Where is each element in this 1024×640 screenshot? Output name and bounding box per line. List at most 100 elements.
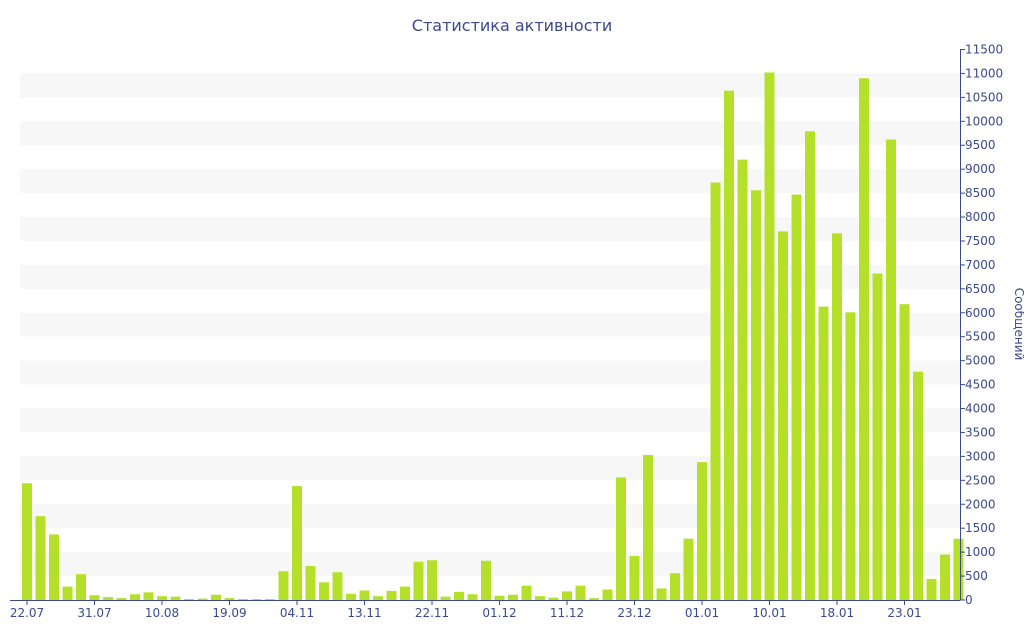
bar <box>89 595 100 600</box>
x-tick-label: 04.11 <box>280 606 314 620</box>
bar <box>346 593 356 600</box>
bar <box>332 572 343 600</box>
y-tick-label: 1500 <box>965 521 996 535</box>
bar <box>629 555 640 600</box>
grid-band <box>20 121 960 146</box>
y-tick-label: 4000 <box>965 402 996 416</box>
bar <box>791 194 802 600</box>
y-tick-label: 9000 <box>965 162 996 176</box>
bar <box>683 538 694 600</box>
bar <box>832 233 842 600</box>
bar <box>224 598 235 600</box>
y-tick-label: 3000 <box>965 449 996 463</box>
bar <box>535 596 545 600</box>
y-tick-label: 7500 <box>965 234 996 248</box>
bar <box>710 182 721 600</box>
grid-band <box>20 217 960 241</box>
bar <box>697 462 707 600</box>
bar <box>400 586 410 600</box>
bar <box>359 590 370 600</box>
bar <box>130 594 140 600</box>
bar <box>76 574 86 600</box>
y-tick-label: 6500 <box>965 282 996 296</box>
bar <box>467 594 478 600</box>
bar <box>116 598 127 600</box>
bar <box>764 72 775 600</box>
x-tick-label: 10.08 <box>145 606 179 620</box>
bar <box>170 596 181 600</box>
y-tick-label: 2000 <box>965 497 996 511</box>
bar <box>238 599 248 600</box>
x-tick-label: 19.09 <box>212 606 246 620</box>
x-axis-ticks: 22.07 31.07 10.08 19.09 04.11 13.11 22.11 01.12… <box>10 600 922 620</box>
bar <box>899 304 910 600</box>
bar <box>886 139 896 600</box>
bar <box>211 594 221 600</box>
bar <box>427 560 437 600</box>
grid-band <box>20 73 960 98</box>
bar <box>643 454 653 600</box>
bar <box>386 590 397 600</box>
grid-band <box>20 264 960 289</box>
bar <box>251 599 262 600</box>
bar <box>616 477 626 600</box>
bar <box>859 78 869 600</box>
y-tick-label: 6000 <box>965 306 996 320</box>
bar <box>845 312 856 600</box>
bar <box>35 516 46 600</box>
bar <box>22 483 32 600</box>
y-tick-label: 7000 <box>965 258 996 272</box>
bar <box>413 561 424 600</box>
bar <box>103 597 113 600</box>
bar <box>926 578 937 600</box>
bar <box>62 586 73 600</box>
chart-title: Статистика активности <box>412 16 612 35</box>
bar <box>319 582 329 600</box>
x-tick-label: 23.01 <box>887 606 921 620</box>
bar <box>49 534 59 600</box>
bar <box>184 599 194 600</box>
y-tick-label: 0 <box>965 593 973 607</box>
bar <box>454 591 464 600</box>
bar <box>818 306 829 600</box>
y-tick-label: 11000 <box>965 66 1003 80</box>
bar <box>953 538 964 600</box>
bar <box>305 566 316 600</box>
x-tick-label: 11.12 <box>550 606 584 620</box>
y-axis-label: Сообщений <box>1012 288 1024 361</box>
bar <box>589 598 599 600</box>
bar <box>562 591 572 600</box>
y-tick-label: 11500 <box>965 43 1003 57</box>
y-tick-label: 5000 <box>965 354 996 368</box>
y-tick-label: 1000 <box>965 545 996 559</box>
bar <box>670 573 680 600</box>
y-tick-label: 4500 <box>965 378 996 392</box>
bar <box>143 592 154 600</box>
bar <box>575 585 586 600</box>
grid-band <box>20 169 960 194</box>
x-tick-label: 22.11 <box>415 606 449 620</box>
x-tick-label: 10.01 <box>752 606 786 620</box>
bar <box>940 554 950 600</box>
bar <box>602 589 613 600</box>
y-tick-label: 5500 <box>965 330 996 344</box>
bar <box>197 598 208 600</box>
bar <box>737 159 748 600</box>
y-tick-label: 9500 <box>965 138 996 152</box>
x-tick-label: 18.01 <box>820 606 854 620</box>
x-tick-label: 01.01 <box>685 606 719 620</box>
y-tick-label: 500 <box>965 569 988 583</box>
x-tick-label: 01.12 <box>482 606 516 620</box>
bar <box>440 596 451 600</box>
x-tick-label: 31.07 <box>77 606 111 620</box>
y-tick-label: 8000 <box>965 210 996 224</box>
bar <box>751 190 761 601</box>
y-tick-label: 10500 <box>965 90 1003 104</box>
bar <box>292 486 302 600</box>
bar <box>481 560 491 600</box>
bar <box>521 585 532 600</box>
x-tick-label: 13.11 <box>347 606 381 620</box>
bar <box>373 596 383 600</box>
y-tick-label: 3500 <box>965 425 996 439</box>
